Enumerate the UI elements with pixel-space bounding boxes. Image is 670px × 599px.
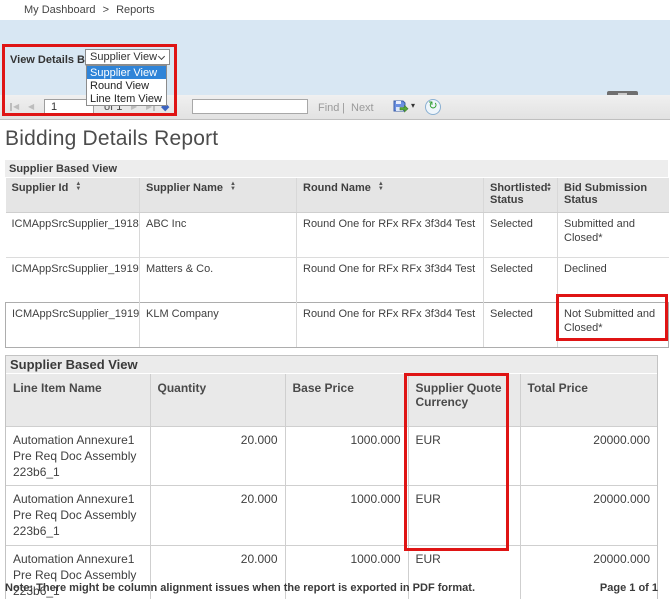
export-dropdown-caret-icon[interactable]: ▾	[411, 101, 415, 110]
parameter-panel: View Details By: Supplier View Supplier …	[0, 20, 670, 95]
export-icon[interactable]	[393, 99, 409, 120]
cell-shortlisted-status: Selected	[484, 257, 558, 302]
page-indicator: Page 1 of 1	[600, 582, 658, 594]
column-header-total-price: Total Price	[520, 374, 657, 426]
report-viewer: My Dashboard > Reports View Details By: …	[0, 0, 670, 599]
cell-round-name: Round One for RFx RFx 3f3d4 Test	[297, 257, 484, 302]
previous-page-button[interactable]: ◀	[28, 103, 34, 111]
column-header-supplier-name: Supplier Name ▲▼	[140, 178, 297, 212]
option-line-item-view[interactable]: Line Item View	[87, 92, 166, 105]
option-round-view[interactable]: Round View	[87, 79, 166, 92]
column-label: Supplier Id	[12, 182, 69, 194]
first-page-bar-icon	[10, 103, 12, 111]
sort-icon[interactable]: ▲▼	[75, 182, 81, 192]
sort-desc-glyph: ▼	[546, 188, 552, 193]
view-details-selected-value: Supplier View	[90, 51, 157, 63]
sort-desc-glyph: ▼	[378, 187, 384, 192]
cell-supplier-id: ICMAppSrcSupplier_1919	[6, 257, 140, 302]
cell-shortlisted-status: Selected	[484, 212, 558, 257]
floppy-disk-icon	[393, 99, 409, 115]
table-row: ICMAppSrcSupplier_1919 KLM Company Round…	[6, 302, 669, 347]
breadcrumb: My Dashboard > Reports	[24, 4, 155, 16]
column-header-supplier-id: Supplier Id ▲▼	[6, 178, 140, 212]
line-item-table: Supplier Based View Line Item Name Quant…	[5, 355, 658, 599]
find-text-input[interactable]	[192, 99, 308, 114]
report-footer: Note: There might be column alignment is…	[5, 582, 658, 594]
cell-supplier-quote-currency: EUR	[408, 486, 520, 546]
cell-supplier-quote-currency: EUR	[408, 426, 520, 486]
breadcrumb-my-dashboard[interactable]: My Dashboard	[24, 4, 96, 16]
column-header-supplier-quote-currency: Supplier Quote Currency	[408, 374, 520, 426]
column-header-quantity: Quantity	[150, 374, 285, 426]
cell-bid-submission-status: Declined	[558, 257, 669, 302]
refresh-icon[interactable]: ↻	[425, 99, 441, 115]
cell-shortlisted-status: Selected	[484, 302, 558, 347]
breadcrumb-separator: >	[103, 4, 109, 16]
table-row: Automation Annexure1 Pre Req Doc Assembl…	[6, 486, 657, 546]
cell-supplier-id: ICMAppSrcSupplier_1919	[6, 302, 140, 347]
supplier-view-section-title: Supplier Based View	[5, 160, 668, 178]
column-header-shortlisted-status: Shortlisted Status▲▼	[484, 178, 558, 212]
table-row: Automation Annexure1 Pre Req Doc Assembl…	[6, 426, 657, 486]
cell-round-name: Round One for RFx RFx 3f3d4 Test	[297, 212, 484, 257]
chevron-down-icon	[158, 53, 165, 60]
sort-desc-glyph: ▼	[75, 187, 81, 192]
column-header-round-name: Round Name ▲▼	[297, 178, 484, 212]
view-details-dropdown[interactable]: Supplier View	[85, 49, 170, 65]
view-details-by-label: View Details By:	[10, 54, 95, 66]
cell-bid-submission-status: Submitted and Closed*	[558, 212, 669, 257]
cell-total-price: 20000.000	[520, 426, 657, 486]
report-title: Bidding Details Report	[5, 127, 218, 151]
column-label: Shortlisted Status	[490, 182, 547, 206]
supplier-view-table: Supplier Based View Supplier Id ▲▼ Suppli…	[5, 160, 668, 348]
cell-quantity: 20.000	[150, 426, 285, 486]
cell-supplier-name: ABC Inc	[140, 212, 297, 257]
cell-total-price: 20000.000	[520, 486, 657, 546]
table-row: ICMAppSrcSupplier_1919 Matters & Co. Rou…	[6, 257, 669, 302]
cell-line-item-name: Automation Annexure1 Pre Req Doc Assembl…	[6, 486, 150, 546]
column-label: Bid Submission Status	[564, 182, 647, 206]
previous-page-arrow-icon: ◀	[28, 103, 34, 111]
cell-supplier-id: ICMAppSrcSupplier_1918	[6, 212, 140, 257]
cell-supplier-name: KLM Company	[140, 302, 297, 347]
supplier-view-header-row: Supplier Id ▲▼ Supplier Name ▲▼ Round Name…	[6, 178, 669, 212]
cell-base-price: 1000.000	[285, 426, 408, 486]
find-next-separator: |	[342, 102, 345, 114]
cell-round-name: Round One for RFx RFx 3f3d4 Test	[297, 302, 484, 347]
next-button[interactable]: Next	[351, 102, 374, 114]
sort-desc-glyph: ▼	[230, 187, 236, 192]
cell-supplier-name: Matters & Co.	[140, 257, 297, 302]
first-page-button[interactable]: ◀	[10, 103, 19, 111]
line-item-section-title: Supplier Based View	[6, 356, 657, 374]
column-label: Round Name	[303, 182, 371, 194]
cell-line-item-name: Automation Annexure1 Pre Req Doc Assembl…	[6, 426, 150, 486]
view-details-options-list: Supplier View Round View Line Item View	[86, 65, 167, 106]
first-page-arrow-icon: ◀	[13, 103, 19, 111]
find-button[interactable]: Find	[318, 102, 339, 114]
column-label: Supplier Name	[146, 182, 223, 194]
sort-icon[interactable]: ▲▼	[378, 182, 384, 192]
column-header-line-item-name: Line Item Name	[6, 374, 150, 426]
cell-base-price: 1000.000	[285, 486, 408, 546]
column-header-bid-submission-status: Bid Submission Status	[558, 178, 669, 212]
option-supplier-view[interactable]: Supplier View	[87, 66, 166, 79]
sort-icon[interactable]: ▲▼	[230, 182, 236, 192]
table-row: ICMAppSrcSupplier_1918 ABC Inc Round One…	[6, 212, 669, 257]
cell-bid-submission-status: Not Submitted and Closed*	[558, 302, 669, 347]
sort-icon[interactable]: ▲▼	[546, 183, 552, 193]
line-item-header-row: Line Item Name Quantity Base Price Suppl…	[6, 374, 657, 426]
cell-quantity: 20.000	[150, 486, 285, 546]
column-header-base-price: Base Price	[285, 374, 408, 426]
footer-note: Note: There might be column alignment is…	[5, 582, 475, 594]
breadcrumb-reports[interactable]: Reports	[116, 4, 155, 16]
